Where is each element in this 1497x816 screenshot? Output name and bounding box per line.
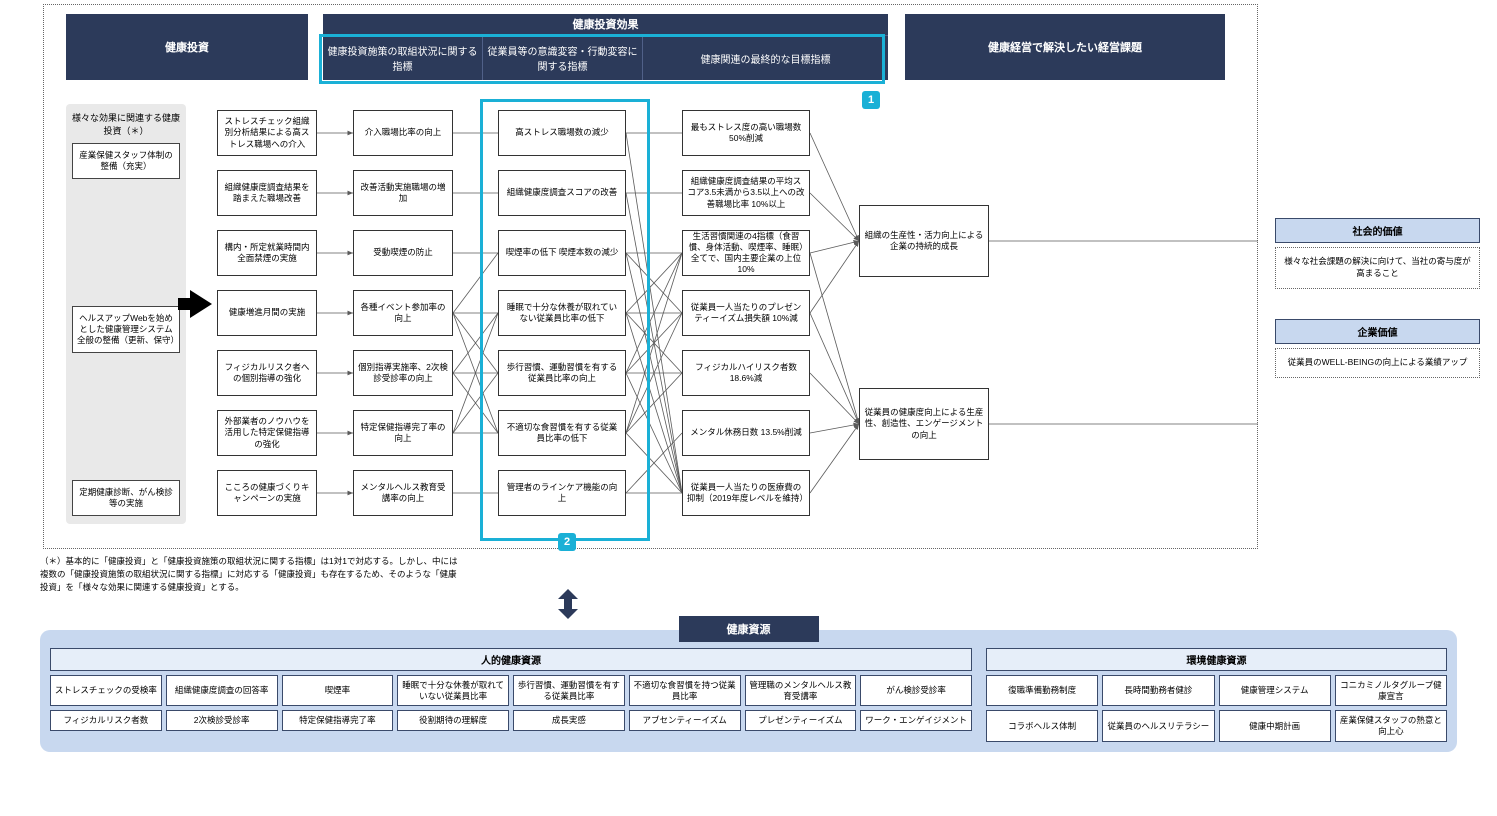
flow-box: 介入職場比率の向上	[353, 110, 453, 156]
resource-cell: 健康中期計画	[1219, 710, 1331, 741]
flow-box: 喫煙率の低下 喫煙本数の減少	[498, 230, 626, 276]
flow-box: 歩行習慣、運動習慣を有する従業員比率の向上	[498, 350, 626, 396]
resource-cell: フィジカルリスク者数	[50, 710, 162, 731]
human-resource-col: 人的健康資源 ストレスチェックの受検率組織健康度調査の回答率喫煙率睡眠で十分な休…	[50, 648, 972, 742]
double-arrow-icon	[556, 589, 580, 619]
flow-box: 外部業者のノウハウを活用した特定保健指導の強化	[217, 410, 317, 456]
flow-box: 改善活動実施職場の増加	[353, 170, 453, 216]
flow-box: フィジカルハイリスク者数 18.6%減	[682, 350, 810, 396]
flow-box: メンタルヘルス教育受講率の向上	[353, 470, 453, 516]
resource-cell: プレゼンティーイズム	[745, 710, 857, 731]
gray-box: 産業保健スタッフ体制の整備（充実）	[72, 143, 180, 179]
resource-cell: 成長実感	[513, 710, 625, 731]
resource-cell: 組織健康度調査の回答率	[166, 675, 278, 706]
resource-cell: 睡眠で十分な休養が取れていない従業員比率	[397, 675, 509, 706]
main-diagram: 健康投資 健康投資効果 健康投資施策の取組状況に関する指標従業員等の意識変容・行…	[0, 0, 1497, 570]
gray-investment-panel: 様々な効果に関連する健康投資（＊） 産業保健スタッフ体制の整備（充実） ヘルスア…	[66, 104, 186, 524]
big-right-arrow-icon	[190, 290, 212, 318]
resource-cell: 産業保健スタッフの熱意と向上心	[1335, 710, 1447, 741]
header-issue: 健康経営で解決したい経営課題	[905, 14, 1225, 80]
flow-box: こころの健康づくりキャンペーンの実施	[217, 470, 317, 516]
resource-cell: 管理職のメンタルヘルス教育受講率	[745, 675, 857, 706]
badge-1: 1	[862, 91, 880, 109]
resource-cell: 長時間勤務者健診	[1102, 675, 1214, 706]
flow-box: 管理者のラインケア機能の向上	[498, 470, 626, 516]
flow-box: 特定保健指導完了率の向上	[353, 410, 453, 456]
flow-box: 生活習慣関連の4指標（食習慣、身体活動、喫煙率、睡眠）全てで、国内主要企業の上位…	[682, 230, 810, 276]
flow-box: ストレスチェック組織別分析結果による高ストレス職場への介入	[217, 110, 317, 156]
flow-box: 構内・所定就業時間内全面禁煙の実施	[217, 230, 317, 276]
resource-cell: 役割期待の理解度	[397, 710, 509, 731]
header-effect: 健康投資効果 健康投資施策の取組状況に関する指標従業員等の意識変容・行動変容に関…	[323, 14, 888, 80]
resource-cell: がん検診受診率	[860, 675, 972, 706]
human-resource-title: 人的健康資源	[50, 648, 972, 671]
flow-box: 従業員の健康度向上による生産性、創造性、エンゲージメントの向上	[859, 388, 989, 460]
flow-box: 健康増進月間の実施	[217, 290, 317, 336]
flow-box: 最もストレス度の高い職場数 50%削減	[682, 110, 810, 156]
flow-box: フィジカルリスク者への個別指導の強化	[217, 350, 317, 396]
resource-cell: 従業員のヘルスリテラシー	[1102, 710, 1214, 741]
badge-2: 2	[558, 533, 576, 551]
header-effect-cell: 健康関連の最終的な目標指標	[643, 36, 888, 80]
flow-box: 従業員一人当たりのプレゼンティーイズム損失額 10%減	[682, 290, 810, 336]
flow-box: 受動喫煙の防止	[353, 230, 453, 276]
resource-cell: ストレスチェックの受検率	[50, 675, 162, 706]
corp-value-title: 企業価値	[1275, 319, 1480, 344]
resource-cell: 2次検診受診率	[166, 710, 278, 731]
dotted-frame	[43, 4, 1258, 549]
resource-cell: 健康管理システム	[1219, 675, 1331, 706]
resource-cell: 復職準備勤務制度	[986, 675, 1098, 706]
resource-cell: 歩行習慣、運動習慣を有する従業員比率	[513, 675, 625, 706]
header-effect-cell: 従業員等の意識変容・行動変容に関する指標	[483, 36, 643, 80]
resource-label: 健康資源	[679, 616, 819, 642]
flow-box: 組織健康度調査スコアの改善	[498, 170, 626, 216]
resource-cell: 不適切な食習慣を持つ従業員比率	[629, 675, 741, 706]
right-panel: 社会的価値 様々な社会課題の解決に向けて、当社の寄与度が高まること 企業価値 従…	[1275, 218, 1480, 378]
resource-cell: コニカミノルタグループ健康宣言	[1335, 675, 1447, 706]
social-value-body: 様々な社会課題の解決に向けて、当社の寄与度が高まること	[1275, 247, 1480, 289]
resource-cell: コラボヘルス体制	[986, 710, 1098, 741]
flow-box: 睡眠で十分な休養が取れていない従業員比率の低下	[498, 290, 626, 336]
header-effect-cell: 健康投資施策の取組状況に関する指標	[323, 36, 483, 80]
env-resource-title: 環境健康資源	[986, 648, 1447, 671]
social-value-title: 社会的価値	[1275, 218, 1480, 243]
flow-box: 組織健康度調査結果の平均スコア3.5未満から3.5以上への改善職場比率 10%以…	[682, 170, 810, 216]
flow-box: 従業員一人当たりの医療費の抑制（2019年度レベルを維持）	[682, 470, 810, 516]
flow-box: 組織の生産性・活力向上による企業の持続的成長	[859, 205, 989, 277]
gray-box: ヘルスアップWebを始めとした健康管理システム全般の整備（更新、保守）	[72, 306, 180, 353]
header-effect-top: 健康投資効果	[323, 14, 888, 36]
resource-cell: ワーク・エンゲイジメント	[860, 710, 972, 731]
gray-title: 様々な効果に関連する健康投資（＊）	[72, 112, 180, 137]
footnote: （＊）基本的に「健康投資」と「健康投資施策の取組状況に関する指標」は1対1で対応…	[40, 555, 460, 593]
flow-box: 個別指導実施率、2次検診受診率の向上	[353, 350, 453, 396]
flow-box: 組織健康度調査結果を踏まえた職場改善	[217, 170, 317, 216]
header-row: 健康投資 健康投資効果 健康投資施策の取組状況に関する指標従業員等の意識変容・行…	[66, 14, 1240, 80]
env-resource-col: 環境健康資源 復職準備勤務制度長時間勤務者健診健康管理システムコニカミノルタグル…	[986, 648, 1447, 742]
resource-cell: 特定保健指導完了率	[282, 710, 394, 731]
corp-value-body: 従業員のWELL-BEINGの向上による業績アップ	[1275, 348, 1480, 378]
resource-cell: 喫煙率	[282, 675, 394, 706]
gray-box: 定期健康診断、がん検診等の実施	[72, 480, 180, 516]
resource-cell: アブセンティーイズム	[629, 710, 741, 731]
flow-box: 不適切な食習慣を有する従業員比率の低下	[498, 410, 626, 456]
header-invest: 健康投資	[66, 14, 308, 80]
flow-box: メンタル休務日数 13.5%削減	[682, 410, 810, 456]
flow-box: 高ストレス職場数の減少	[498, 110, 626, 156]
resource-panel: 健康資源 人的健康資源 ストレスチェックの受検率組織健康度調査の回答率喫煙率睡眠…	[40, 630, 1457, 752]
flow-box: 各種イベント参加率の向上	[353, 290, 453, 336]
